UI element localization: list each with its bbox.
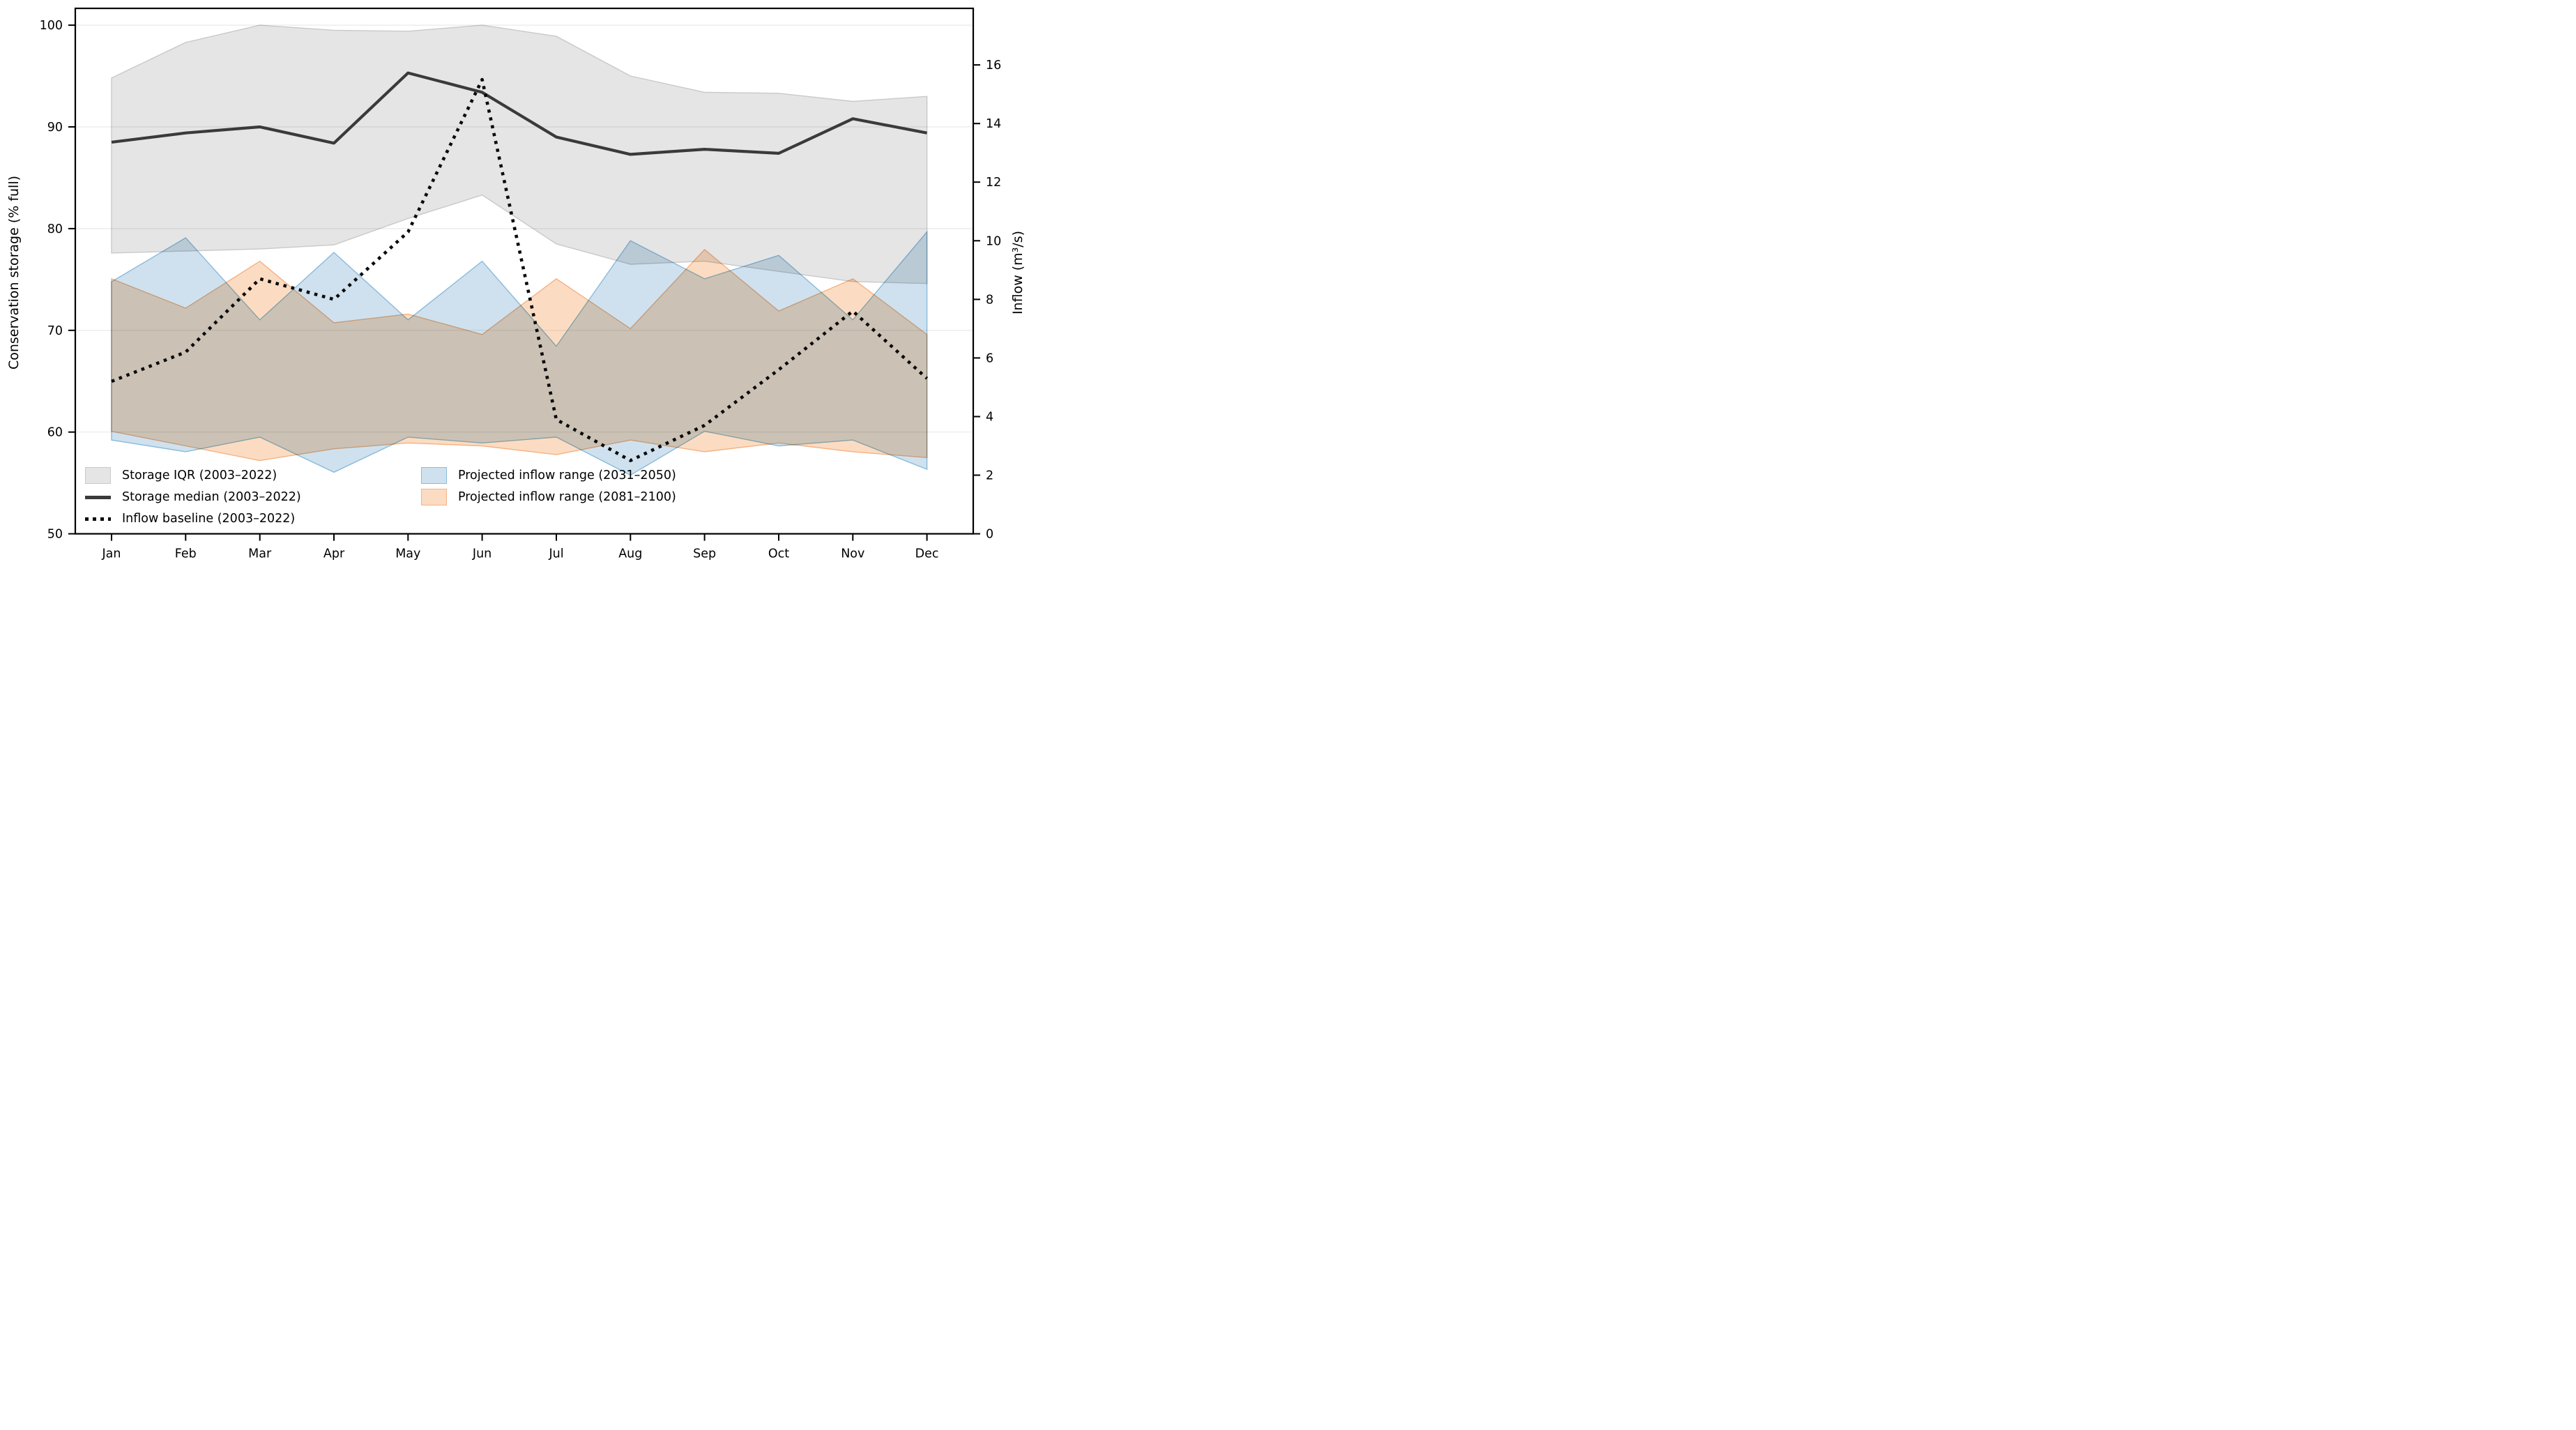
projected-inflow-band-2081-2100	[111, 248, 928, 462]
right-tick-label: 10	[986, 234, 1001, 248]
x-tick-label: Sep	[693, 547, 716, 561]
x-tick-label: Mar	[248, 547, 272, 561]
x-tick-label: Feb	[175, 547, 197, 561]
chart-canvas: 50 60 70 80 90 100 0 2 4 6 8 10 12 14 16 Jan Feb Mar Apr Ma…	[40, 7, 1001, 561]
right-tick-label: 0	[986, 528, 993, 542]
x-tick-label: Nov	[841, 547, 864, 561]
plot-border	[74, 7, 975, 535]
right-tick-label: 14	[986, 117, 1001, 131]
right-tick-label: 4	[986, 411, 993, 425]
right-tick-label: 2	[986, 469, 993, 483]
left-tick-label: 90	[47, 121, 63, 135]
right-tick-label: 16	[986, 59, 1001, 73]
left-tick-label: 80	[47, 222, 63, 236]
x-tick-label: Oct	[768, 547, 789, 561]
right-tick-label: 6	[986, 351, 993, 365]
x-tick-label: Apr	[323, 547, 345, 561]
chart-figure: 50 60 70 80 90 100 0 2 4 6 8 10 12 14 16 Jan Feb Mar Apr Ma…	[0, 0, 1030, 572]
x-tick-label: Jun	[472, 547, 491, 561]
x-tick-label: Jan	[102, 547, 121, 561]
left-tick-label: 100	[40, 19, 63, 33]
left-tick-label: 70	[47, 324, 63, 338]
left-tick-label: 50	[47, 528, 63, 542]
storage-median-line	[111, 71, 927, 156]
right-tick-label: 8	[986, 293, 993, 307]
left-tick-label: 60	[47, 426, 63, 440]
x-tick-label: Jul	[548, 547, 563, 561]
x-tick-label: Aug	[618, 547, 642, 561]
left-axis-title: Conservation storage (% full)	[6, 175, 22, 370]
x-tick-label: Dec	[915, 547, 939, 561]
right-tick-label: 12	[986, 176, 1001, 190]
right-axis-title: Inflow (m³/s)	[1010, 230, 1026, 315]
x-tick-label: May	[395, 547, 420, 561]
